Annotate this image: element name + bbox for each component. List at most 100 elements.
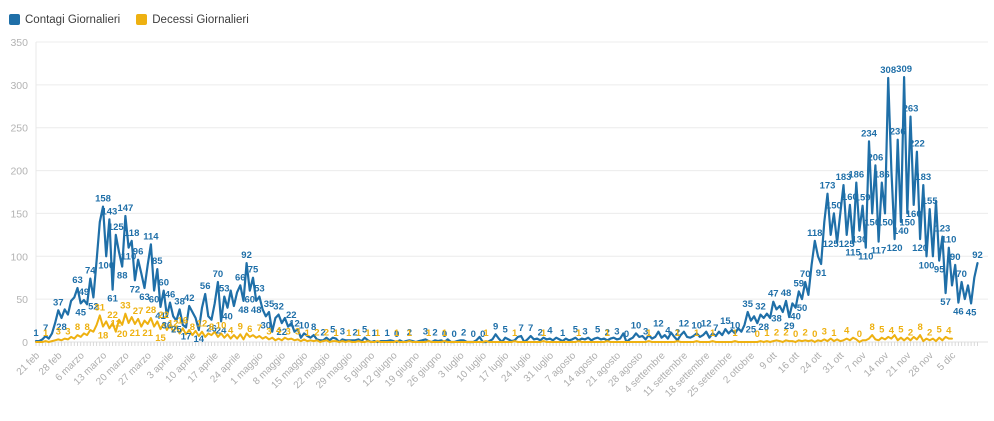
svg-text:1: 1 <box>33 328 39 339</box>
svg-text:31 ott: 31 ott <box>821 350 847 376</box>
svg-text:125: 125 <box>823 239 840 250</box>
svg-text:28: 28 <box>758 322 769 333</box>
svg-text:0: 0 <box>793 329 798 340</box>
svg-text:31: 31 <box>95 302 106 313</box>
svg-text:118: 118 <box>807 228 822 239</box>
svg-text:33: 33 <box>120 301 131 312</box>
svg-text:59: 59 <box>794 278 805 289</box>
svg-text:37: 37 <box>53 297 64 308</box>
svg-text:85: 85 <box>152 256 163 267</box>
svg-text:70: 70 <box>213 269 224 280</box>
svg-text:250: 250 <box>10 123 28 135</box>
chart-legend: Contagi Giornalieri Decessi Giornalieri <box>0 0 994 30</box>
svg-text:3: 3 <box>340 326 345 337</box>
svg-text:12: 12 <box>289 319 300 330</box>
svg-text:22: 22 <box>107 310 118 321</box>
svg-text:22: 22 <box>277 327 288 338</box>
svg-text:25: 25 <box>746 325 757 336</box>
svg-text:1: 1 <box>333 328 339 339</box>
svg-text:1: 1 <box>365 328 371 339</box>
svg-text:158: 158 <box>95 194 111 205</box>
svg-text:4: 4 <box>547 326 553 337</box>
svg-text:2: 2 <box>783 327 788 338</box>
svg-text:110: 110 <box>858 252 873 263</box>
svg-text:5: 5 <box>595 325 601 336</box>
svg-text:100: 100 <box>10 251 28 263</box>
svg-text:183: 183 <box>915 172 931 183</box>
svg-text:5: 5 <box>573 325 579 336</box>
svg-text:47: 47 <box>768 289 779 300</box>
svg-text:57: 57 <box>940 297 951 308</box>
svg-text:2: 2 <box>324 327 329 338</box>
svg-text:48: 48 <box>251 305 262 316</box>
svg-text:61: 61 <box>107 294 118 305</box>
svg-text:15: 15 <box>155 333 166 344</box>
svg-text:1: 1 <box>694 328 700 339</box>
svg-text:1: 1 <box>384 328 390 339</box>
svg-text:53: 53 <box>254 284 265 295</box>
svg-text:5: 5 <box>898 325 904 336</box>
svg-text:10: 10 <box>631 320 642 331</box>
series-contagi-line[interactable] <box>34 75 979 344</box>
svg-text:27: 27 <box>133 306 144 317</box>
svg-text:0: 0 <box>451 329 456 340</box>
svg-text:30: 30 <box>261 320 272 331</box>
svg-text:16: 16 <box>178 315 189 326</box>
svg-text:5: 5 <box>330 325 336 336</box>
svg-text:5 dic: 5 dic <box>935 350 958 373</box>
svg-text:40: 40 <box>790 312 801 323</box>
svg-text:50: 50 <box>797 303 808 314</box>
svg-text:53: 53 <box>219 284 230 295</box>
svg-text:9: 9 <box>238 321 243 332</box>
svg-text:15: 15 <box>720 316 731 327</box>
svg-text:236: 236 <box>890 127 906 138</box>
svg-text:5: 5 <box>879 325 885 336</box>
legend-item-decessi[interactable]: Decessi Giornalieri <box>136 14 249 26</box>
svg-text:12: 12 <box>653 319 664 330</box>
svg-text:1: 1 <box>675 328 681 339</box>
svg-text:183: 183 <box>836 172 852 183</box>
svg-text:7: 7 <box>518 323 523 334</box>
svg-text:60: 60 <box>158 278 169 289</box>
svg-text:8: 8 <box>75 322 80 333</box>
svg-text:0: 0 <box>857 329 862 340</box>
svg-text:12: 12 <box>168 319 179 330</box>
svg-text:100: 100 <box>919 260 935 271</box>
svg-text:1: 1 <box>356 328 362 339</box>
svg-text:29: 29 <box>784 321 795 332</box>
svg-text:8: 8 <box>311 322 316 333</box>
svg-text:50: 50 <box>16 294 28 306</box>
svg-text:22: 22 <box>158 310 169 321</box>
svg-text:1: 1 <box>394 328 400 339</box>
svg-text:12: 12 <box>679 319 690 330</box>
svg-text:150: 150 <box>826 200 842 211</box>
svg-text:110: 110 <box>121 252 136 263</box>
svg-text:2: 2 <box>432 327 437 338</box>
svg-text:1: 1 <box>43 328 49 339</box>
svg-text:26: 26 <box>206 324 217 335</box>
svg-text:21: 21 <box>142 328 153 339</box>
svg-text:9: 9 <box>493 321 498 332</box>
svg-text:0: 0 <box>812 329 817 340</box>
svg-text:3: 3 <box>614 326 619 337</box>
svg-text:2: 2 <box>605 327 610 338</box>
svg-text:300: 300 <box>10 80 28 92</box>
svg-text:32: 32 <box>755 302 766 313</box>
svg-text:4: 4 <box>228 326 234 337</box>
y-axis-labels: 0 50 100 150 200 250 300 350 <box>10 37 28 349</box>
legend-item-contagi[interactable]: Contagi Giornalieri <box>9 14 120 26</box>
svg-text:88: 88 <box>117 271 128 282</box>
svg-text:24 ott: 24 ott <box>799 350 825 376</box>
svg-text:2: 2 <box>321 327 326 338</box>
svg-text:6: 6 <box>247 324 252 335</box>
svg-text:41: 41 <box>155 311 166 322</box>
svg-text:1: 1 <box>576 328 582 339</box>
svg-text:70: 70 <box>800 269 811 280</box>
svg-text:150: 150 <box>10 208 28 220</box>
svg-text:66: 66 <box>235 272 246 283</box>
series-decessi-line[interactable] <box>35 312 953 343</box>
svg-text:22: 22 <box>286 310 297 321</box>
svg-text:1: 1 <box>426 328 432 339</box>
